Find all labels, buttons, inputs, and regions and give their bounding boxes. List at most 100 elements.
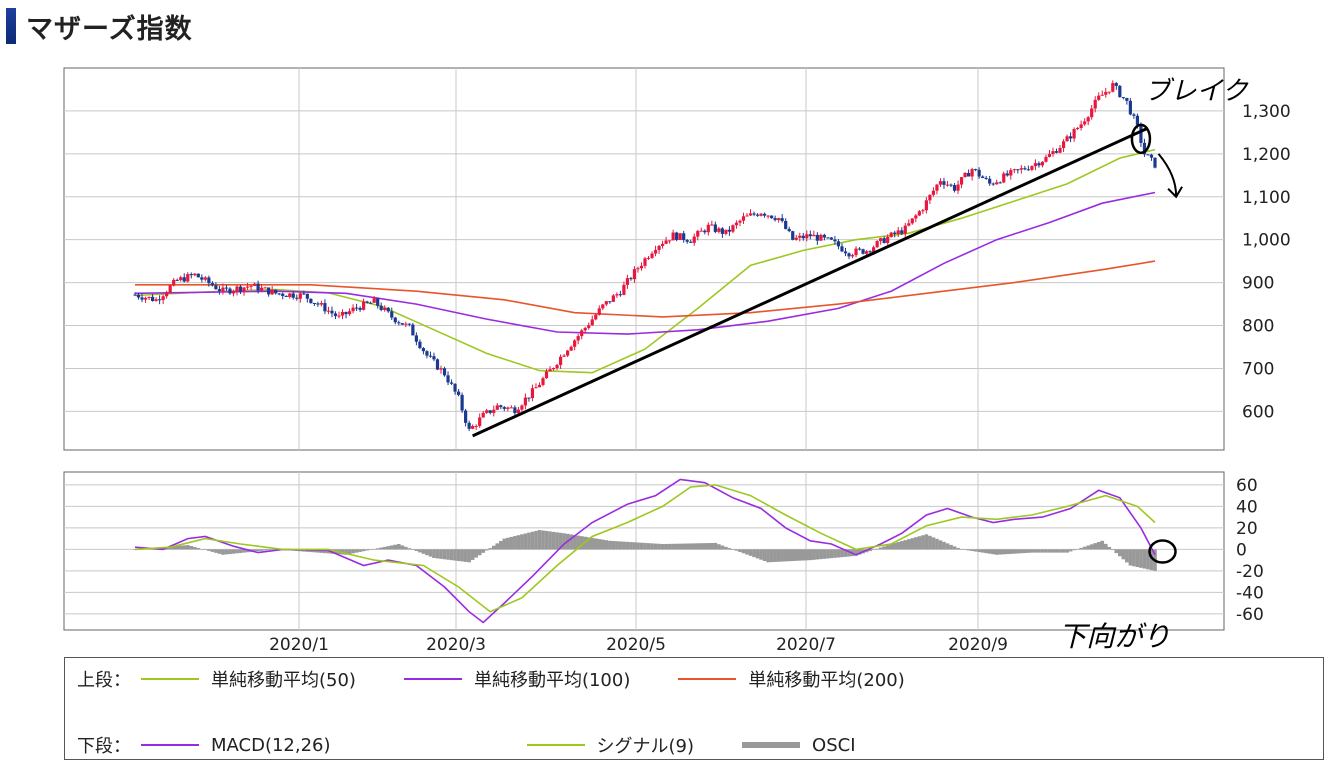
osci-bar <box>1072 549 1076 551</box>
candle-body <box>1012 169 1016 171</box>
osci-bar <box>973 549 978 552</box>
osci-bar <box>1008 549 1013 554</box>
candle-body <box>699 230 703 232</box>
osci-bar <box>790 549 795 562</box>
osci-bar <box>375 548 380 550</box>
candle-body <box>277 293 281 295</box>
legend-item-sma50: 単純移動平均(50) <box>135 666 356 692</box>
osci-bar <box>432 549 436 558</box>
legend-item-signal: シグナル(9) <box>521 732 694 758</box>
candle-body <box>1128 100 1132 115</box>
x-tick-label: 2020/1 <box>269 635 329 655</box>
candle-body <box>523 397 528 406</box>
candle-body <box>850 255 855 257</box>
candle-body <box>347 311 352 315</box>
osci-bar <box>435 549 440 559</box>
candle-body <box>741 216 746 221</box>
candle-body <box>689 241 693 243</box>
candle-body <box>974 169 978 171</box>
legend-upper-row: 上段： 単純移動平均(50) 単純移動平均(100) 単純移動平均(200) <box>77 666 947 692</box>
upper-y-tick-label: 1,300 <box>1242 102 1291 122</box>
osci-bar <box>650 543 654 550</box>
candle-body <box>942 181 946 185</box>
candle-body <box>224 287 229 289</box>
candle-body <box>945 184 950 186</box>
candle-body <box>1054 151 1059 153</box>
candle-body <box>710 224 714 226</box>
candle-body <box>499 405 503 408</box>
osci-bar <box>1012 549 1017 554</box>
osci-bar <box>393 544 398 550</box>
candle-body <box>611 295 615 302</box>
candle-body <box>302 293 306 295</box>
lower-y-tick-label: 0 <box>1236 540 1247 560</box>
candle-body <box>365 301 369 303</box>
osci-bar <box>467 549 471 563</box>
candle-body <box>1142 142 1147 155</box>
osci-bar <box>1019 549 1024 554</box>
candle-body <box>214 285 218 290</box>
candle-body <box>467 422 471 429</box>
candle-body <box>840 246 844 252</box>
candle-body <box>481 412 485 418</box>
candle-body <box>604 301 608 305</box>
candle-body <box>520 405 524 410</box>
osci-bar <box>762 549 767 561</box>
osci-bar <box>182 545 187 550</box>
candle-body <box>629 278 633 280</box>
osci-bar <box>840 549 844 558</box>
candle-body <box>762 213 767 216</box>
osci-bar <box>745 549 749 555</box>
candle-body <box>143 297 148 300</box>
osci-bar <box>949 544 953 550</box>
candle-body <box>305 293 309 299</box>
candle-body <box>1016 169 1020 171</box>
osci-bar <box>548 531 552 550</box>
osci-bar <box>242 549 246 553</box>
osci-bar <box>1001 549 1006 555</box>
candle-body <box>537 384 542 388</box>
osci-bar <box>917 536 922 550</box>
candle-body <box>864 251 869 254</box>
osci-bar <box>970 549 974 551</box>
upper-y-tick-label: 900 <box>1242 274 1274 294</box>
candle-body <box>418 341 422 349</box>
osci-bar <box>1030 549 1034 553</box>
candle-body <box>1030 166 1034 170</box>
osci-bar <box>228 549 232 555</box>
osci-bar <box>323 549 327 554</box>
osci-bar <box>326 549 331 554</box>
osci-bar <box>674 543 679 550</box>
osci-bar <box>657 543 661 550</box>
osci-bar <box>354 549 359 553</box>
page-title-bar: マザーズ指数 <box>6 6 193 46</box>
osci-bar <box>544 530 549 550</box>
candle-body <box>485 410 489 413</box>
legend-swatch-signal <box>526 744 585 746</box>
candle-body <box>952 185 957 191</box>
candle-body <box>808 234 812 237</box>
candle-body <box>260 287 264 291</box>
osci-bar <box>713 542 718 550</box>
candle-body <box>787 228 791 232</box>
candle-body <box>675 232 679 240</box>
osci-bar <box>931 537 936 550</box>
legend-text-sma200: 単純移動平均(200) <box>748 670 905 691</box>
candle-body <box>516 409 520 414</box>
osci-bar <box>914 537 918 550</box>
candle-body <box>608 301 612 303</box>
osci-bar <box>235 549 239 554</box>
osci-bar <box>1016 549 1020 554</box>
osci-bar <box>534 530 538 550</box>
candle-body <box>829 237 834 240</box>
candle-body <box>196 273 200 278</box>
candle-body <box>646 257 651 259</box>
osci-bar <box>217 549 222 554</box>
candle-body <box>298 293 302 299</box>
osci-bar <box>801 549 806 561</box>
candle-body <box>914 215 918 219</box>
osci-bar <box>460 549 464 562</box>
candle-body <box>179 277 183 281</box>
candle-body <box>1019 168 1023 170</box>
